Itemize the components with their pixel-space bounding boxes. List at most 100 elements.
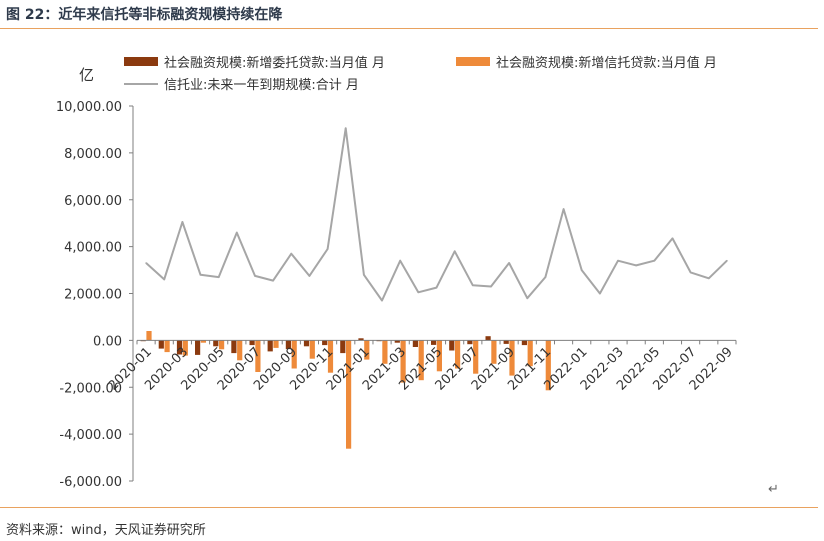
y-tick-label: 8,000.00 (64, 147, 122, 162)
line-point (472, 284, 474, 287)
legend-swatch (456, 57, 490, 66)
figure-title: 图 22：近年来信托等非标融资规模持续在降 (6, 7, 283, 23)
legend-label: 社会融资规模:新增信托贷款:当月值 月 (496, 55, 717, 71)
source-note: 资料来源：wind，天风证券研究所 (6, 523, 206, 538)
line-point (453, 250, 456, 253)
line-point (163, 278, 165, 281)
line-series-3 (145, 127, 728, 302)
line-point (726, 259, 728, 262)
line-point (617, 259, 619, 262)
bar-2 (309, 340, 315, 359)
bar-2 (291, 340, 297, 369)
bar-1 (213, 340, 219, 347)
bar-1 (231, 340, 237, 354)
line-point (217, 276, 220, 278)
bar-1 (431, 340, 437, 345)
bar-2 (164, 340, 170, 353)
line-point (363, 274, 365, 276)
bar-2 (146, 331, 152, 341)
bar-2 (200, 340, 206, 343)
bar-2 (418, 340, 424, 381)
bar-2 (491, 340, 497, 364)
bar-1 (340, 340, 346, 354)
legend-label: 信托业:未来一年到期规模:合计 月 (164, 78, 359, 93)
bar-2 (455, 340, 461, 369)
bar-2 (237, 340, 243, 361)
legend-swatch (124, 57, 158, 66)
bar-2 (545, 340, 551, 391)
y-tick-label: 4,000.00 (64, 241, 122, 256)
line-point (236, 231, 238, 234)
title-divider (0, 28, 818, 29)
line-point (635, 264, 637, 267)
bar-1 (285, 340, 291, 350)
bar-2 (273, 340, 279, 348)
bar-1 (303, 340, 310, 347)
bar-1 (394, 340, 400, 343)
x-axis: 2020-012020-032020-052020-072020-092020-… (106, 339, 737, 394)
bar-2 (182, 340, 188, 356)
bar-1 (358, 338, 364, 341)
line-point (399, 259, 402, 262)
line-point (508, 262, 510, 264)
legend-label: 社会融资规模:新增委托贷款:当月值 月 (164, 55, 385, 71)
line-point (308, 275, 311, 277)
bar-1 (322, 340, 328, 346)
line-point (653, 259, 656, 262)
bars (140, 331, 551, 449)
line-point (290, 252, 293, 255)
bar-1 (412, 340, 418, 347)
y-tick-label: 2,000.00 (64, 288, 122, 303)
y-tick-label: 10,000.00 (56, 100, 122, 115)
line-point (254, 275, 256, 277)
line-point (199, 274, 202, 276)
bar-2 (509, 340, 515, 376)
line-point (490, 285, 492, 288)
line-point (526, 297, 529, 300)
bar-2 (382, 340, 388, 364)
bar-1 (485, 336, 491, 341)
bar-2 (400, 340, 406, 383)
bar-2 (436, 340, 442, 372)
bar-2 (327, 340, 334, 373)
y-axis: 10,000.00 8,000.00 6,000.00 4,000.00 2,000.0… (56, 100, 134, 490)
y-tick-label: 0.00 (93, 334, 122, 349)
bar-1 (267, 340, 273, 352)
line-point (580, 269, 583, 271)
bar-1 (449, 340, 455, 351)
bar-2 (473, 340, 479, 374)
line-point (145, 262, 147, 264)
line-point (544, 276, 547, 278)
bar-1 (176, 340, 183, 355)
line-point (708, 277, 710, 280)
line-point (599, 292, 601, 295)
line-point (417, 291, 420, 294)
line-point (344, 127, 347, 130)
bar-1 (158, 340, 164, 349)
line-point (181, 221, 184, 223)
bar-1 (195, 340, 201, 355)
line-point (326, 248, 329, 250)
y-tick-label: -2,000.00 (59, 381, 122, 396)
bar-1 (467, 340, 473, 345)
bar-1 (521, 340, 527, 346)
y-axis-unit: 亿 (79, 66, 94, 84)
bar-1 (503, 340, 509, 344)
line-point (272, 279, 274, 282)
y-tick-label: -4,000.00 (59, 428, 122, 443)
bar-2 (364, 340, 370, 360)
chart: 社会融资规模:新增委托贷款:当月值 月 社会融资规模:新增信托贷款:当月值 月信托… (56, 55, 737, 490)
line-point (671, 237, 674, 240)
bar-2 (527, 340, 533, 367)
bar-2 (255, 340, 261, 372)
return-mark: ↵ (768, 482, 779, 497)
line-point (381, 299, 383, 302)
line-point (562, 208, 565, 210)
footer-divider (0, 507, 818, 508)
y-tick-label: 6,000.00 (64, 194, 122, 209)
line-point (435, 286, 438, 289)
legend: 社会融资规模:新增委托贷款:当月值 月 社会融资规模:新增信托贷款:当月值 月信托… (124, 55, 717, 93)
bar-2 (346, 340, 352, 449)
y-tick-label: -6,000.00 (59, 475, 122, 490)
bar-1 (249, 340, 255, 346)
